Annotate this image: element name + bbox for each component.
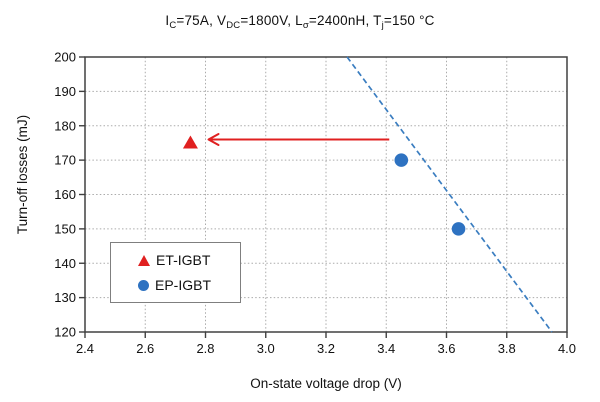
chart-title-segment: I: [165, 13, 170, 28]
chart-title-segment: DC: [226, 20, 241, 31]
chart-title-segment: σ: [302, 20, 309, 31]
x-tick-label: 3.4: [377, 341, 395, 356]
x-tick-label: 2.4: [76, 341, 94, 356]
chart-title-segment: =75A, V: [176, 13, 227, 28]
y-tick-label: 160: [54, 187, 76, 202]
x-axis-title: On-state voltage drop (V): [250, 376, 402, 391]
y-tick-label: 130: [54, 290, 76, 305]
legend-entry-et-igbt: ET-IGBT: [138, 252, 240, 268]
chart-title: IC=75A, VDC=1800V, Lσ=2400nH, Tj=150 °C: [0, 13, 600, 31]
y-tick-label: 190: [54, 84, 76, 99]
x-tick-label: 3.0: [257, 341, 275, 356]
y-tick-label: 140: [54, 256, 76, 271]
circle-marker-icon: [138, 279, 149, 291]
data-point-ep-igbt: [451, 222, 466, 236]
x-tick-label: 2.6: [136, 341, 154, 356]
x-tick-label: 3.8: [498, 341, 516, 356]
y-tick-label: 120: [54, 325, 76, 340]
data-point-et-igbt: [182, 135, 198, 149]
legend: ET-IGBT EP-IGBT: [110, 242, 241, 303]
data-point-ep-igbt: [394, 153, 409, 167]
x-tick-label: 3.2: [317, 341, 335, 356]
chart-title-segment: C: [169, 20, 177, 31]
trend-line: [346, 56, 553, 333]
chart-title-segment: =2400nH, T: [308, 13, 382, 28]
x-tick-label: 4.0: [558, 341, 576, 356]
legend-entry-ep-igbt: EP-IGBT: [138, 277, 240, 293]
chart-title-segment: =1800V, L: [240, 13, 303, 28]
triangle-marker-icon: [138, 254, 150, 266]
shift-arrow-head: [207, 133, 220, 146]
chart-title-segment: =150 °C: [383, 13, 435, 28]
y-tick-label: 180: [54, 118, 76, 133]
y-axis-title: Turn-off losses (mJ): [15, 115, 30, 234]
y-tick-label: 170: [54, 153, 76, 168]
y-tick-label: 150: [54, 221, 76, 236]
x-tick-label: 3.6: [437, 341, 455, 356]
legend-label: ET-IGBT: [156, 252, 211, 268]
plot-border: [84, 56, 568, 333]
legend-label: EP-IGBT: [155, 277, 212, 293]
x-tick-label: 2.8: [196, 341, 214, 356]
y-tick-label: 200: [54, 50, 76, 65]
chart-title-segment: j: [381, 20, 384, 31]
